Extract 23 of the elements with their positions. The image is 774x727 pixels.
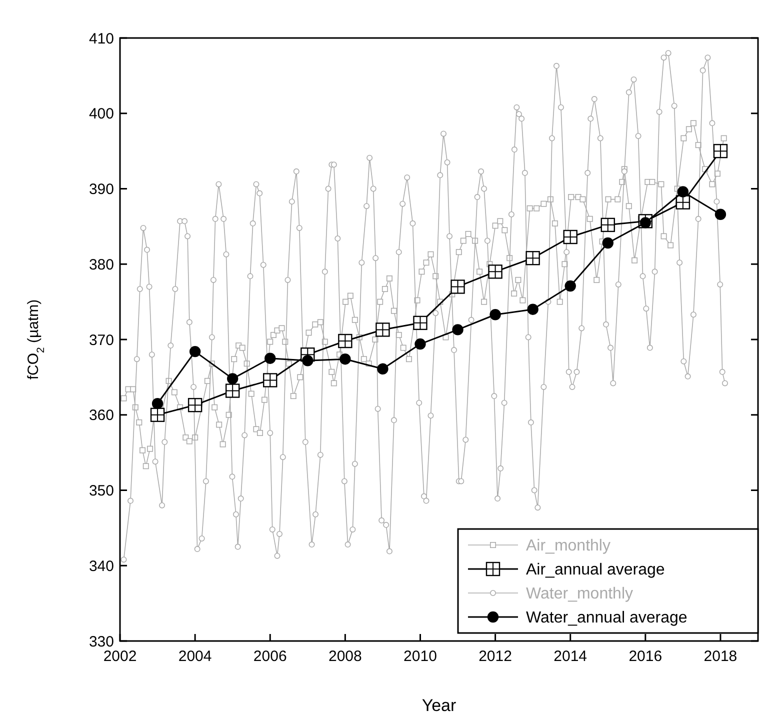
y-tick-label: 370 — [88, 332, 114, 349]
legend-label: Air_monthly — [526, 538, 610, 555]
y-tick-label: 410 — [88, 30, 114, 48]
x-tick-label: 2012 — [478, 648, 512, 665]
y-tick-label: 340 — [88, 558, 114, 575]
x-tick-label: 2006 — [253, 648, 287, 665]
legend-label: Air_annual average — [526, 562, 665, 579]
y-tick-label: 390 — [88, 181, 114, 198]
y-tick-label: 350 — [88, 482, 114, 500]
y-tick-label: 380 — [88, 256, 114, 274]
legend-label: Water_annual average — [526, 610, 688, 627]
x-tick-label: 2016 — [628, 648, 662, 665]
x-tick-label: 2008 — [328, 648, 362, 665]
y-tick-label: 330 — [88, 633, 114, 650]
legend-label: Water_monthly — [526, 586, 633, 603]
x-tick-label: 2002 — [103, 648, 137, 665]
x-tick-label: 2010 — [404, 648, 437, 665]
x-tick-label: 2004 — [178, 648, 212, 665]
x-tick-label: 2018 — [704, 648, 738, 665]
x-axis-title: Year — [422, 696, 457, 715]
y-tick-label: 400 — [88, 106, 114, 123]
x-tick-label: 2014 — [554, 648, 588, 665]
y-tick-label: 360 — [88, 407, 114, 424]
